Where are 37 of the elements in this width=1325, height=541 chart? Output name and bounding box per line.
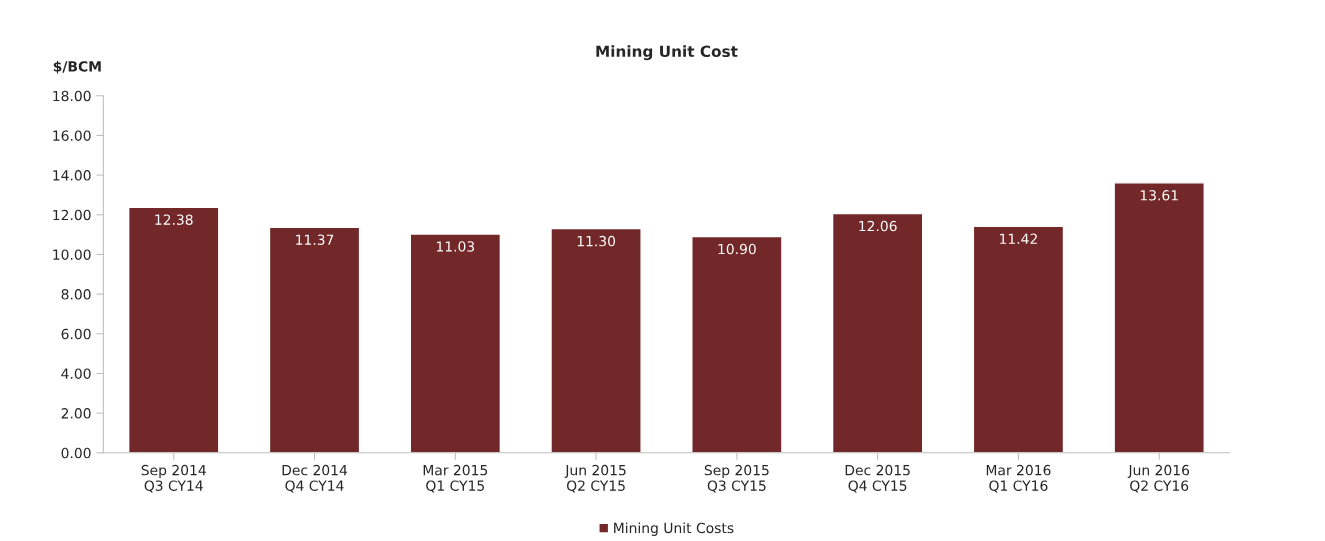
x-tick-label: Mar 2016 Q1 CY16: [986, 464, 1051, 493]
legend-label: Mining Unit Costs: [614, 522, 734, 536]
bar: [268, 226, 361, 453]
bar: [409, 233, 502, 453]
y-tick-label: 16.00: [53, 130, 91, 141]
bar: [550, 227, 642, 453]
bar: [127, 206, 220, 453]
x-tick-label: Mar 2015 Q1 CY15: [423, 464, 488, 493]
data-label: 12.06: [859, 220, 897, 232]
x-tick-label: Dec 2014 Q4 CY14: [282, 464, 348, 493]
data-label: 13.61: [1140, 190, 1178, 201]
y-tick-label: 10.00: [53, 249, 91, 260]
bar: [972, 225, 1065, 453]
x-tick-label: Jun 2016 Q2 CY16: [1127, 464, 1190, 493]
data-label: 11.37: [296, 234, 334, 245]
bar: [831, 212, 924, 453]
data-label: 11.42: [1000, 233, 1037, 244]
y-tick-label: 8.00: [61, 289, 91, 300]
y-tick-label: 6.00: [61, 328, 91, 340]
x-tick-label: Sep 2014 Q3 CY14: [141, 464, 206, 493]
data-label: 11.30: [577, 235, 616, 247]
y-axis-title: $/BCM: [53, 60, 101, 74]
x-tick-label: Sep 2015 Q3 CY15: [704, 464, 769, 493]
chart-title: Mining Unit Cost: [596, 45, 738, 61]
y-tick-label: 14.00: [53, 170, 91, 181]
data-label: 10.90: [718, 243, 756, 255]
bar: [1113, 182, 1205, 453]
y-tick-label: 4.00: [61, 368, 91, 379]
y-tick-label: 12.00: [53, 209, 91, 221]
y-tick-label: 2.00: [61, 408, 91, 419]
data-label: 11.03: [436, 241, 475, 252]
y-tick-label: 0.00: [61, 447, 91, 459]
x-tick-label: Dec 2015 Q4 CY15: [845, 464, 910, 493]
x-tick-label: Jun 2015 Q2 CY15: [564, 464, 626, 493]
data-label: 12.38: [155, 214, 193, 225]
bar: [691, 235, 783, 453]
y-tick-label: 18.00: [53, 90, 91, 102]
